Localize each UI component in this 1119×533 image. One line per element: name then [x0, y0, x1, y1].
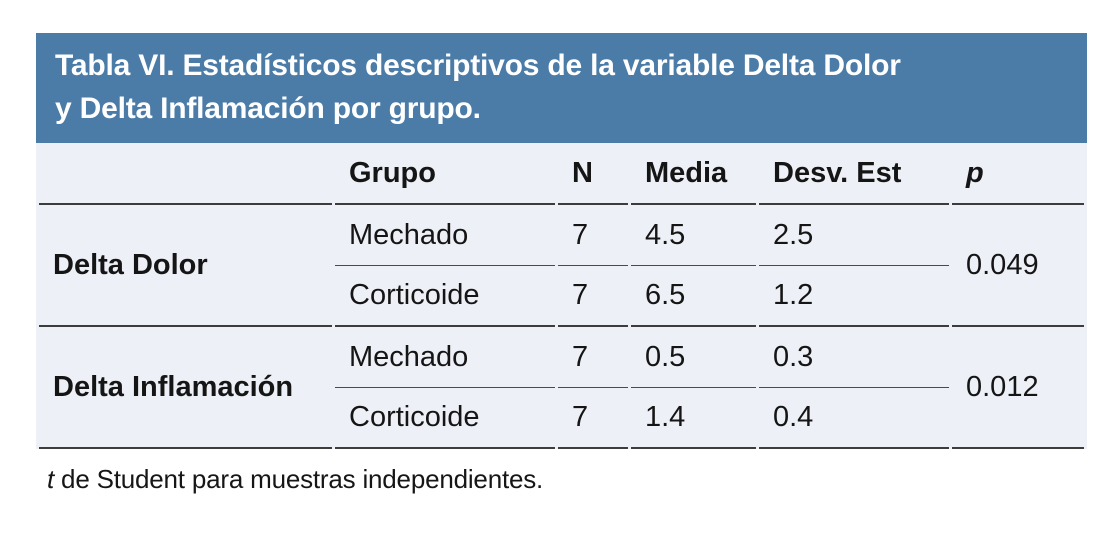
cell-desv: 1.2 [759, 266, 949, 327]
cell-media: 4.5 [631, 205, 756, 266]
p-value-cell: 0.049 [952, 205, 1084, 327]
footnote-text: de Student para muestras independientes. [54, 464, 544, 494]
header-cell-variable [39, 143, 332, 205]
stats-table: Grupo N Media Desv. Est p Delta Dolor Me… [36, 143, 1087, 449]
cell-desv: 0.3 [759, 327, 949, 388]
cell-n: 7 [558, 266, 628, 327]
cell-desv: 0.4 [759, 388, 949, 449]
p-value-cell: 0.012 [952, 327, 1084, 449]
table-title-line-2: y Delta Inflamación por grupo. [55, 92, 481, 125]
cell-n: 7 [558, 388, 628, 449]
cell-grupo: Corticoide [335, 388, 555, 449]
cell-n: 7 [558, 205, 628, 266]
cell-media: 6.5 [631, 266, 756, 327]
header-cell-n: N [558, 143, 628, 205]
group-label-cell: Delta Dolor [39, 205, 332, 327]
table-body: Grupo N Media Desv. Est p Delta Dolor Me… [36, 143, 1087, 449]
table-row: Corticoide 7 6.5 1.2 [39, 266, 1084, 327]
table-title-band: Tabla VI. Estadísticos descriptivos de l… [36, 33, 1087, 143]
table-row: Delta Inflamación Mechado 7 0.5 0.3 0.01… [39, 327, 1084, 449]
table-card: Tabla VI. Estadísticos descriptivos de l… [36, 33, 1087, 495]
header-cell-media: Media [631, 143, 756, 205]
cell-grupo: Mechado [335, 205, 555, 266]
header-cell-desv-est: Desv. Est [759, 143, 949, 205]
table-title-line-1: Tabla VI. Estadísticos descriptivos de l… [55, 49, 901, 82]
table-footnote: t de Student para muestras independiente… [47, 464, 1087, 495]
cell-grupo: Corticoide [335, 266, 555, 327]
table-row: Delta Dolor Mechado 7 4.5 2.5 0.049 [39, 205, 1084, 327]
table-row: Corticoide 7 1.4 0.4 [39, 388, 1084, 449]
cell-n: 7 [558, 327, 628, 388]
cell-media: 0.5 [631, 327, 756, 388]
footnote-stat-symbol: t [47, 464, 55, 494]
header-cell-grupo: Grupo [335, 143, 555, 205]
cell-grupo: Mechado [335, 327, 555, 388]
header-cell-p: p [952, 143, 1084, 205]
cell-desv: 2.5 [759, 205, 949, 266]
column-header-row: Grupo N Media Desv. Est p [39, 143, 1084, 205]
group-label-cell: Delta Inflamación [39, 327, 332, 449]
cell-media: 1.4 [631, 388, 756, 449]
